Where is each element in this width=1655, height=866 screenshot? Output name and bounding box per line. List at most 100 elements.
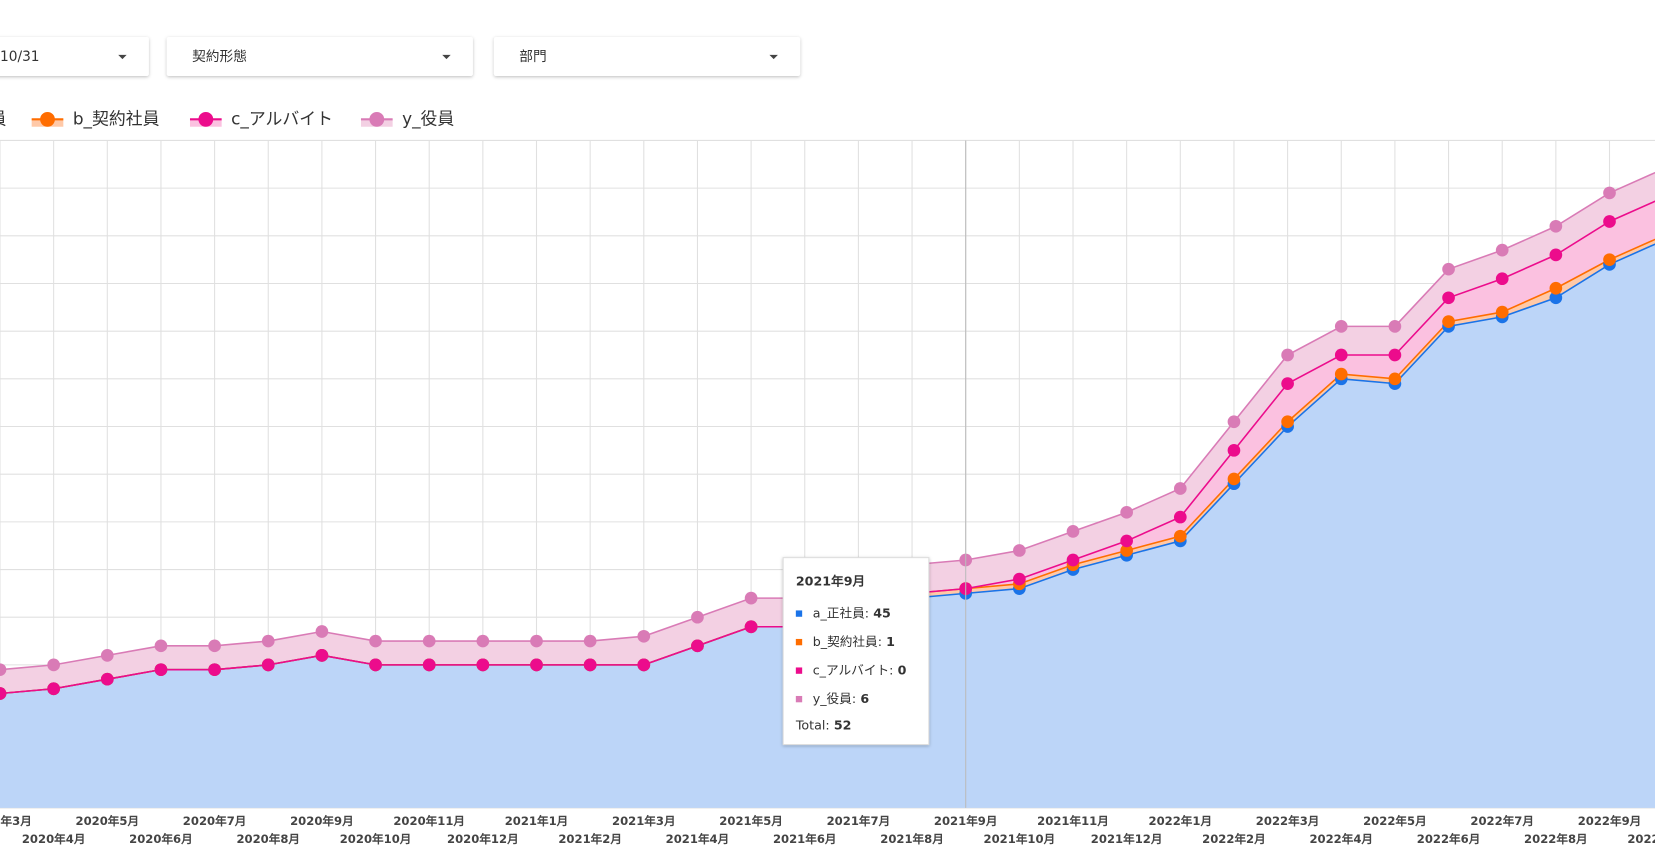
point — [1173, 529, 1187, 543]
point — [47, 658, 60, 672]
point — [1173, 482, 1187, 495]
x-tick-label: 2020年3月 — [0, 814, 32, 828]
tooltip-sep: : — [878, 634, 882, 649]
point — [1334, 320, 1348, 333]
tooltip-swatch — [795, 610, 803, 617]
point — [637, 658, 651, 672]
x-tick-label: 2022年10月 — [1627, 832, 1655, 846]
point — [583, 658, 597, 672]
x-tick-label: 2020年11月 — [393, 814, 465, 828]
x-tick-label: 2021年7月 — [827, 814, 891, 828]
x-tick-label: 2020年12月 — [447, 832, 519, 846]
point — [208, 639, 221, 653]
point — [1495, 305, 1509, 319]
area — [0, 244, 1655, 808]
plot — [0, 140, 1655, 808]
tooltip-sep: : — [852, 691, 856, 706]
x-tick-label: 2021年8月 — [880, 832, 944, 846]
point — [1388, 348, 1402, 362]
point — [1120, 534, 1133, 548]
point — [1281, 348, 1294, 362]
dropdown[interactable] — [493, 36, 801, 77]
point — [530, 634, 543, 648]
point — [1120, 544, 1133, 557]
point — [1442, 262, 1455, 276]
point — [1549, 291, 1563, 305]
point — [1227, 472, 1241, 486]
point — [1334, 348, 1348, 362]
x-tick-label: 2022年8月 — [1524, 832, 1588, 846]
x-tick-label: 2022年2月 — [1202, 832, 1266, 846]
x-tick-label: 2021年11月 — [1037, 814, 1109, 828]
point — [0, 687, 7, 700]
point — [422, 658, 436, 672]
point — [1066, 553, 1080, 567]
point — [1334, 367, 1348, 381]
x-tick-label: 2020年6月 — [129, 832, 193, 846]
x-tick-label: 2021年4月 — [666, 832, 730, 846]
point — [1549, 248, 1563, 262]
x-tick-label: 2021年9月 — [934, 814, 998, 828]
point — [0, 663, 7, 676]
legend-marker — [369, 111, 385, 127]
x-tick-label: 2020年9月 — [290, 814, 354, 828]
x-tick-label: 2021年10月 — [984, 832, 1056, 846]
dropdown[interactable] — [0, 36, 149, 77]
x-tick-label: 2020年7月 — [183, 814, 247, 828]
tooltip-swatch — [795, 695, 803, 703]
legend-marker — [40, 111, 55, 127]
tooltip-name: c_アルバイト — [813, 662, 889, 677]
point — [637, 629, 651, 643]
point — [315, 625, 329, 638]
point — [744, 620, 758, 634]
tooltip-sep: : — [865, 605, 869, 620]
x-tick-label: 2021年6月 — [773, 832, 837, 846]
point — [1442, 291, 1455, 305]
x-tick-label: 2022年4月 — [1309, 832, 1373, 846]
point — [1603, 186, 1616, 200]
point — [1227, 415, 1241, 429]
point — [691, 639, 704, 653]
tooltip-swatch — [795, 638, 803, 646]
point — [100, 672, 114, 686]
dropdown[interactable] — [166, 36, 473, 77]
x-tick-label: 2022年9月 — [1578, 814, 1642, 828]
ui: 10/31 契約形態 部門 a_正社員 b_契約社員 c_アルバイト y_役員 2021年9月… — [0, 36, 930, 746]
tooltip-row: y_役員: 6 — [813, 691, 870, 706]
tooltip-row: a_正社員: 45 — [813, 605, 891, 620]
point — [1120, 505, 1133, 519]
point — [261, 658, 275, 672]
point — [315, 649, 329, 662]
legend-label: b_契約社員 — [73, 108, 160, 129]
x-tick-label: 2021年3月 — [612, 814, 676, 828]
tooltip-value: 0 — [898, 662, 907, 677]
dropdown-label: 契約形態 — [192, 49, 247, 65]
x-tick-label: 2022年7月 — [1470, 814, 1534, 828]
tooltip-sep: : — [889, 662, 893, 677]
point — [1227, 444, 1241, 457]
point — [1549, 281, 1563, 295]
point — [154, 663, 168, 676]
point — [583, 634, 597, 648]
tooltip-row: b_契約社員: 1 — [813, 634, 895, 649]
point — [1495, 243, 1509, 257]
x-tick-label: 2020年4月 — [22, 832, 86, 846]
x-tick-label: 2020年5月 — [76, 814, 140, 828]
point — [1495, 272, 1509, 286]
point — [1603, 253, 1616, 266]
x-tick-label: 2020年10月 — [340, 832, 412, 846]
point — [1281, 377, 1294, 390]
point — [369, 634, 382, 648]
point — [154, 639, 168, 653]
tooltip-name: y_役員 — [813, 691, 852, 706]
tooltip-total-value: 52 — [834, 717, 852, 732]
tooltip-name: a_正社員 — [813, 605, 865, 620]
dropdown-label: 10/31 — [0, 49, 40, 65]
point — [1603, 215, 1616, 228]
dropdown-arrow — [118, 54, 127, 60]
tooltip-name: b_契約社員 — [813, 634, 878, 649]
x-tick-label: 2022年1月 — [1149, 814, 1213, 828]
x-tick-label: 2021年12月 — [1091, 832, 1163, 846]
point — [476, 634, 490, 648]
